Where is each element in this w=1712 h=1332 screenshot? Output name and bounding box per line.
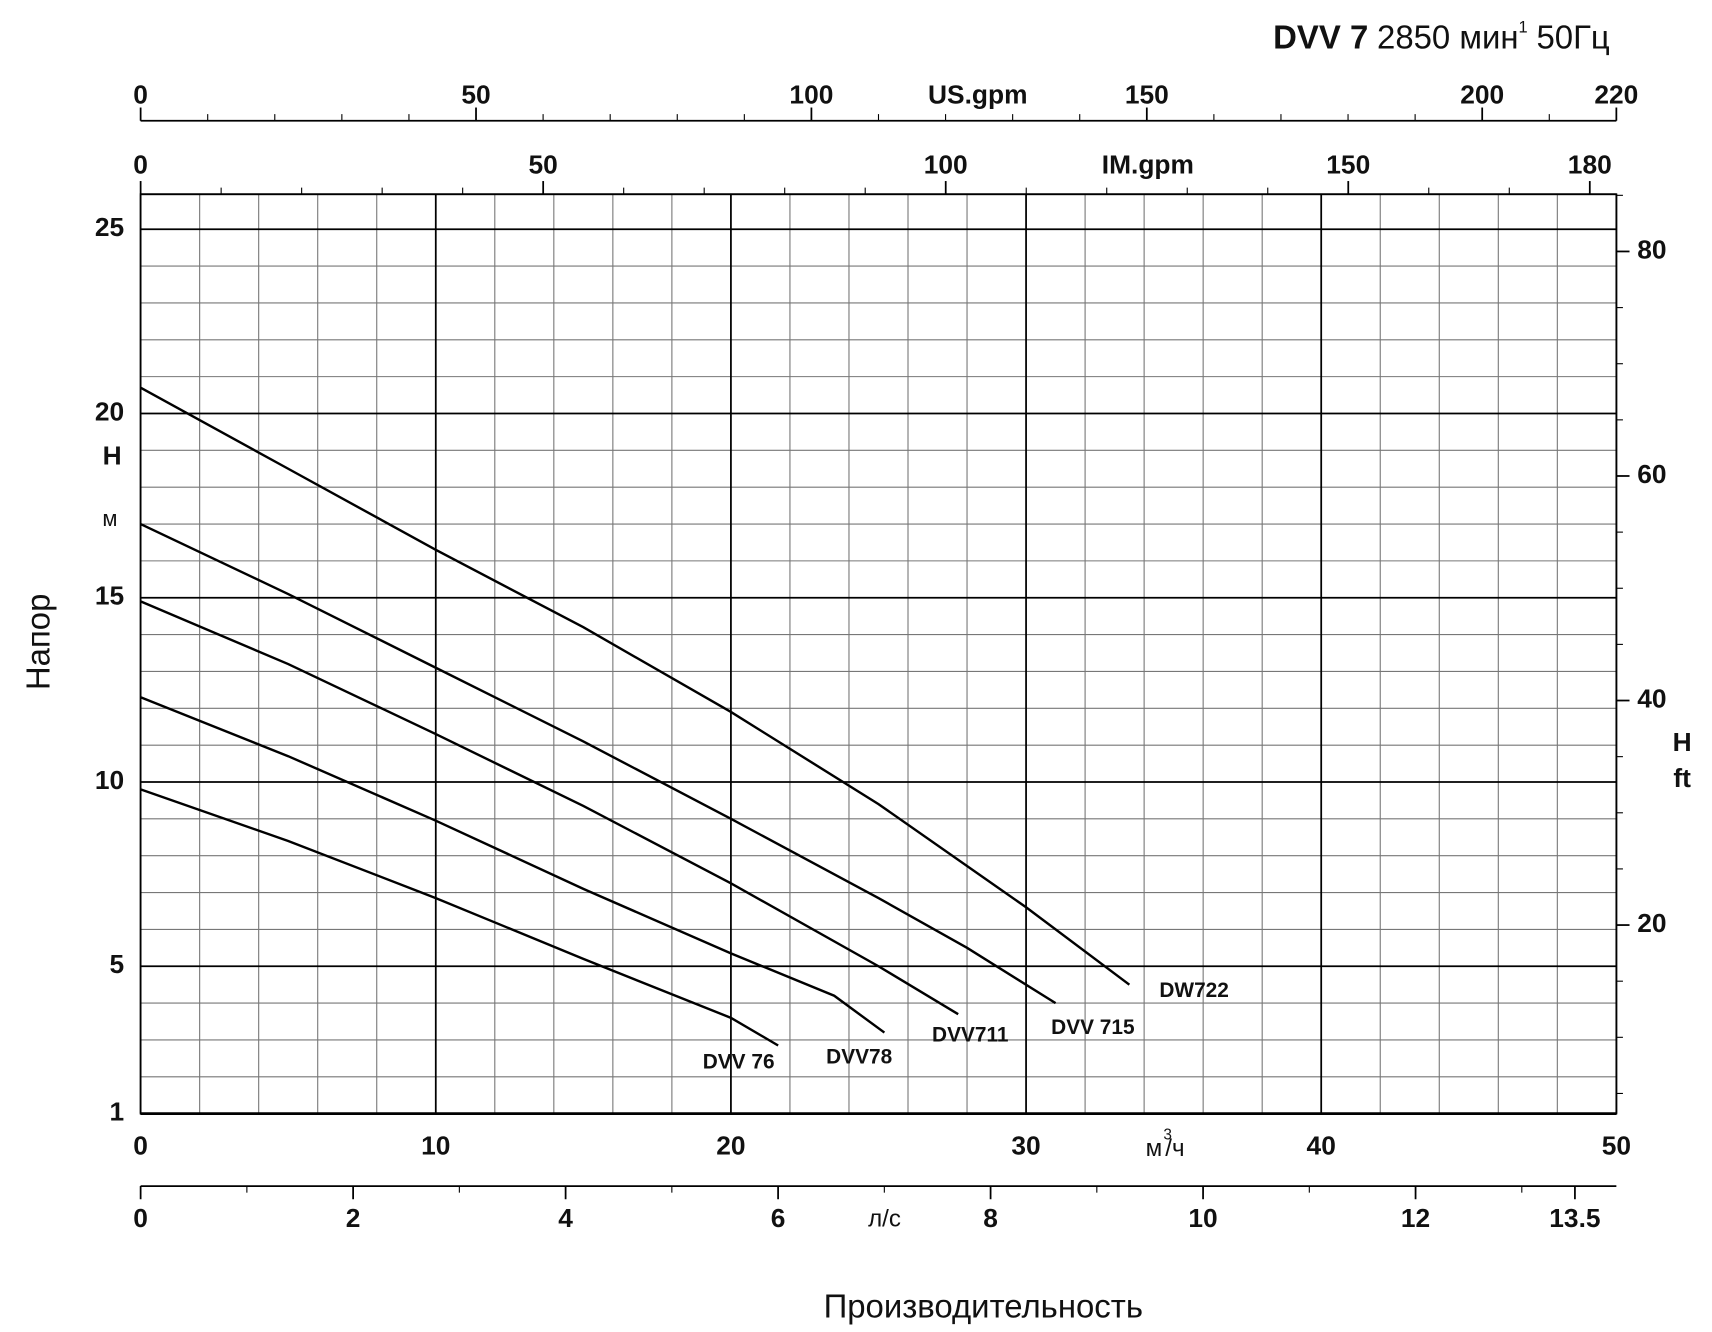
pump-curve xyxy=(140,696,886,1034)
us_gpm-tick-label: 50 xyxy=(461,80,490,110)
x-unit: м3/ч xyxy=(1146,1127,1185,1163)
y-symbol: H xyxy=(103,440,122,470)
im_gpm-axis-title: IM.gpm xyxy=(1102,150,1194,180)
x-axis-title: Производительность xyxy=(824,1288,1143,1325)
us_gpm-tick-label: 200 xyxy=(1460,80,1504,110)
y-tick-label: 25 xyxy=(95,212,124,242)
pump-curve xyxy=(140,788,779,1047)
im_gpm-tick-label: 180 xyxy=(1568,150,1612,180)
im_gpm-tick-label: 100 xyxy=(924,150,968,180)
us_gpm-tick-label: 100 xyxy=(789,80,833,110)
us_gpm-tick-label: 150 xyxy=(1125,80,1169,110)
pump-curve xyxy=(140,386,1131,986)
x-unit-tail: /ч xyxy=(1165,1135,1184,1162)
y2-tick-label: 80 xyxy=(1637,234,1666,264)
l_s-tick-label: 2 xyxy=(346,1203,361,1233)
l_s-tick-label: 4 xyxy=(558,1203,573,1233)
curve-label: DVV 76 xyxy=(703,1051,775,1074)
title-model: DVV 7 xyxy=(1273,18,1368,55)
x-unit-main: м xyxy=(1146,1135,1163,1162)
l_s-tick-label: 12 xyxy=(1401,1203,1430,1233)
x-tick-label: 40 xyxy=(1307,1131,1336,1161)
x-tick-label: 50 xyxy=(1602,1131,1631,1161)
y2-tick-label: 60 xyxy=(1637,459,1666,489)
y-unit: м xyxy=(102,506,117,531)
x-tick-label: 20 xyxy=(716,1131,745,1161)
plot-frame xyxy=(139,193,1618,1115)
l_s-tick-label: 8 xyxy=(983,1203,998,1233)
x-tick-label: 30 xyxy=(1011,1131,1040,1161)
y-axis-title: Напор xyxy=(19,594,56,690)
us_gpm-axis-title: US.gpm xyxy=(928,80,1027,110)
l_s-tick-label: 10 xyxy=(1188,1203,1217,1233)
curve-label: DVV711 xyxy=(932,1024,1008,1047)
im_gpm-tick-label: 150 xyxy=(1326,150,1370,180)
title-speed: 2850 мин xyxy=(1377,18,1519,55)
title-speed-sup: 1 xyxy=(1519,19,1528,37)
us_gpm-tick-label: 0 xyxy=(133,80,148,110)
title-freq: 50Гц xyxy=(1536,18,1609,55)
y2-unit: ft xyxy=(1673,763,1691,793)
pump-curve xyxy=(140,522,1057,1005)
im_gpm-tick-label: 50 xyxy=(529,150,558,180)
l_s-tick-label: 0 xyxy=(133,1203,148,1233)
pump-curve xyxy=(140,600,959,1016)
x-unit-sup: 3 xyxy=(1163,1127,1172,1144)
im_gpm-tick-label: 0 xyxy=(133,150,148,180)
chart-title: DVV 7 2850 мин1 50Гц xyxy=(1273,18,1610,55)
y-tick-label: 1 xyxy=(110,1097,125,1127)
y2-symbol: H xyxy=(1673,727,1692,757)
x-tick-label: 0 xyxy=(133,1131,148,1161)
curve-label: DVV 715 xyxy=(1051,1016,1134,1039)
y-tick-label: 15 xyxy=(95,581,124,611)
y-tick-label: 5 xyxy=(110,949,125,979)
l_s-tick-label: 6 xyxy=(771,1203,786,1233)
us_gpm-tick-label: 220 xyxy=(1594,80,1638,110)
curve-label: DVV78 xyxy=(826,1045,892,1068)
curve-label: DW722 xyxy=(1159,979,1228,1002)
l_s-axis-title: л/с xyxy=(868,1205,901,1232)
y2-tick-label: 20 xyxy=(1637,908,1666,938)
x-tick-label: 10 xyxy=(421,1131,450,1161)
y-tick-label: 10 xyxy=(95,765,124,795)
y-tick-label: 20 xyxy=(95,396,124,426)
y2-tick-label: 40 xyxy=(1637,683,1666,713)
l_s-tick-label: 13.5 xyxy=(1549,1203,1600,1233)
